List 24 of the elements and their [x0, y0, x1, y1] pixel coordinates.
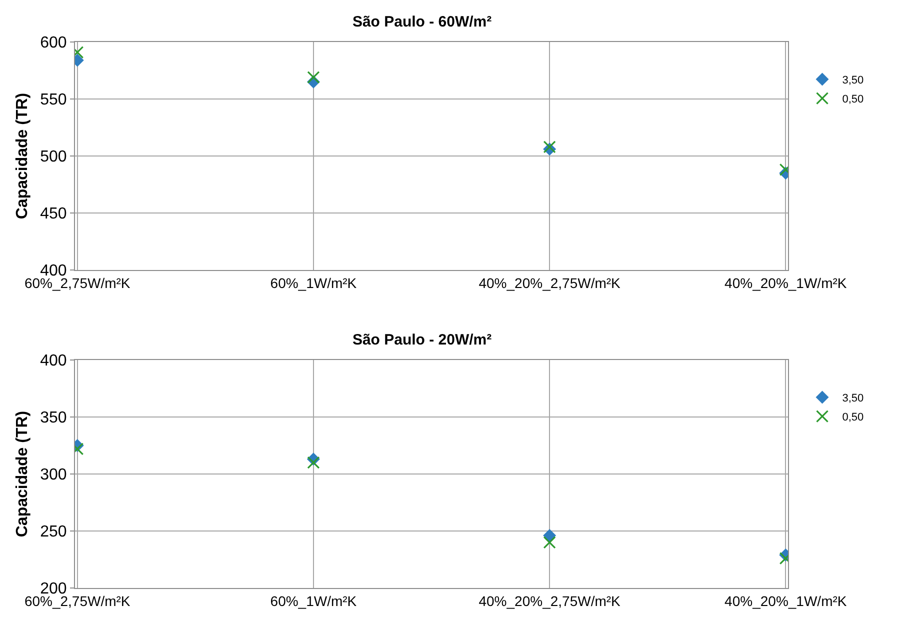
y-tick-label: 300 [40, 466, 67, 484]
y-tick-label: 400 [40, 352, 67, 370]
y-axis-title: Capacidade (TR) [14, 92, 31, 220]
x-tick-label: 60%_1W/m²K [270, 274, 358, 291]
legend-label: 3,50 [842, 392, 864, 405]
x-tick-label: 40%_20%_2,75W/m²K [478, 274, 622, 291]
y-tick-label: 550 [40, 92, 67, 109]
legend-label: 0,50 [842, 94, 864, 106]
x-tick-label: 60%_1W/m²K [270, 592, 358, 609]
y-tick-label: 350 [40, 410, 67, 427]
chart-title: São Paulo - 60W/m² [352, 13, 492, 30]
y-tick-label: 250 [40, 524, 67, 541]
x-tick-label: 40%_20%_2,75W/m²K [478, 592, 622, 609]
x-tick-label: 60%_2,75W/m²K [24, 592, 131, 609]
y-tick-label: 600 [40, 34, 67, 52]
y-axis-title: Capacidade (TR) [14, 410, 31, 538]
legend-label: 3,50 [842, 74, 864, 87]
chart-title: São Paulo - 20W/m² [352, 331, 492, 348]
y-tick-label: 450 [40, 206, 67, 223]
y-tick-label: 500 [40, 148, 67, 166]
x-tick-label: 40%_20%_1W/m²K [724, 592, 848, 609]
x-tick-label: 40%_20%_1W/m²K [724, 274, 848, 291]
x-tick-label: 60%_2,75W/m²K [24, 274, 131, 291]
legend-label: 0,50 [842, 412, 864, 424]
